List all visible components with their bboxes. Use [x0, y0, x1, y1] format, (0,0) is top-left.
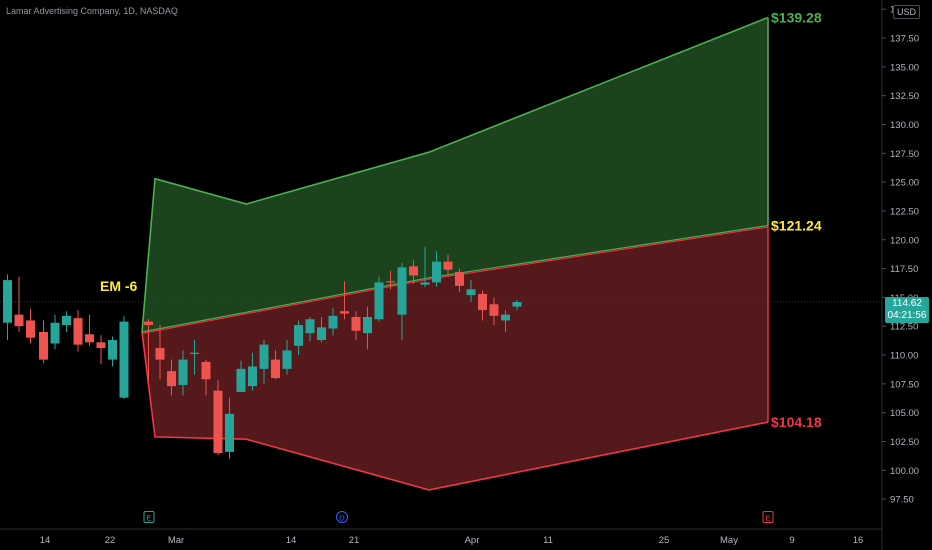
- dividend-marker: [336, 511, 348, 523]
- y-tick-label: 135.00: [890, 62, 919, 73]
- x-tick-label: May: [720, 535, 738, 546]
- candle-body: [225, 413, 234, 452]
- candle-body: [236, 368, 246, 392]
- y-tick-label: 122.50: [890, 206, 919, 217]
- expected-move-bands: [141, 16, 769, 491]
- candle-body: [144, 321, 153, 326]
- earnings-marker: [762, 511, 774, 523]
- candle-body: [26, 320, 35, 338]
- lower-price-label: $104.18: [771, 414, 822, 430]
- upper-price-label: $139.28: [771, 10, 822, 26]
- candle-body: [282, 350, 292, 369]
- x-tick-label: 25: [659, 535, 670, 546]
- candle-body: [271, 359, 280, 379]
- currency-badge[interactable]: USD: [893, 5, 921, 19]
- event-marker-letter: D: [339, 514, 345, 523]
- candle-body: [386, 281, 395, 283]
- candle-body: [62, 315, 71, 326]
- y-tick-label: 105.00: [890, 408, 919, 419]
- y-tick-label: 102.50: [890, 437, 919, 448]
- x-tick-label: 16: [853, 535, 864, 546]
- y-tick-label: 132.50: [890, 91, 919, 102]
- candle-body: [432, 261, 441, 283]
- y-tick-label: 125.00: [890, 178, 919, 189]
- y-tick-label: 117.50: [890, 264, 918, 275]
- candle-body: [363, 316, 372, 334]
- candle-body: [213, 390, 223, 453]
- candle-body: [466, 289, 476, 296]
- candle-body: [96, 342, 106, 349]
- earnings-marker: [143, 511, 155, 523]
- x-tick-label: 14: [286, 535, 297, 546]
- candle-body: [489, 304, 499, 316]
- candle-body: [119, 321, 129, 398]
- candle-body: [305, 319, 315, 334]
- candle-body: [397, 267, 407, 315]
- y-tick-label: 137.50: [890, 34, 919, 45]
- candle-body: [374, 282, 384, 320]
- candle-body: [455, 272, 464, 286]
- y-tick-label: 127.50: [890, 149, 919, 160]
- candle-body: [512, 301, 522, 307]
- x-tick-label: 11: [543, 535, 553, 546]
- candle-body: [14, 314, 24, 327]
- upper-band-area: [142, 17, 768, 332]
- symbol-title: Lamar Advertising Company, 1D, NASDAQ: [6, 6, 178, 16]
- candle-body: [340, 311, 349, 314]
- expected-move-label: EM -6: [100, 278, 138, 294]
- x-tick-label: Mar: [168, 535, 184, 546]
- last-price: 114.62: [892, 298, 922, 309]
- candle-body: [73, 318, 83, 345]
- lower-band-area: [142, 225, 768, 490]
- mid-band-line-red: [141, 226, 769, 334]
- last-price-tag: 114.62 04:21:56: [885, 297, 929, 323]
- band-labels: $139.28 $121.24 $104.18 EM -6: [100, 10, 822, 431]
- candle-body: [39, 331, 48, 360]
- candle-body: [50, 322, 60, 344]
- candle-body: [317, 327, 326, 341]
- candle-body: [443, 261, 453, 270]
- candle-body: [178, 359, 188, 385]
- y-tick-label: 112.50: [890, 322, 918, 333]
- event-marker-letter: E: [146, 514, 151, 523]
- candle-body: [155, 348, 165, 360]
- candlesticks: [3, 246, 522, 459]
- candle-body: [248, 366, 257, 387]
- candle-body: [294, 325, 303, 346]
- bar-countdown: 04:21:56: [887, 310, 927, 321]
- candle-body: [409, 266, 418, 276]
- x-tick-label: 22: [105, 535, 116, 546]
- mid-band-line-green: [141, 224, 769, 333]
- candle-body: [190, 352, 199, 354]
- x-tick-label: 14: [40, 535, 51, 546]
- candle-body: [201, 361, 211, 380]
- candle-body: [328, 315, 338, 329]
- upper-band-line: [141, 16, 769, 333]
- mid-price-label: $121.24: [771, 217, 822, 233]
- y-tick-label: 100.00: [890, 466, 919, 477]
- candle-body: [3, 280, 12, 323]
- candle-body: [108, 340, 117, 360]
- x-tick-label: 9: [789, 535, 794, 546]
- candle-body: [501, 314, 510, 321]
- y-tick-label: 97.50: [890, 495, 914, 506]
- candle-body: [85, 334, 94, 343]
- candle-body: [167, 371, 176, 387]
- x-tick-label: Apr: [465, 535, 480, 546]
- candle-body: [478, 293, 487, 311]
- y-tick-label: 120.00: [890, 235, 919, 246]
- candle-body: [420, 282, 430, 285]
- y-tick-label: 130.00: [890, 120, 919, 131]
- y-tick-label: 110.00: [890, 351, 918, 362]
- candle-body: [351, 316, 361, 331]
- x-tick-label: 21: [349, 535, 360, 546]
- y-tick-label: 107.50: [890, 379, 919, 390]
- candle-body: [259, 344, 269, 369]
- event-marker-letter: E: [765, 514, 770, 523]
- lower-band-line: [141, 331, 769, 491]
